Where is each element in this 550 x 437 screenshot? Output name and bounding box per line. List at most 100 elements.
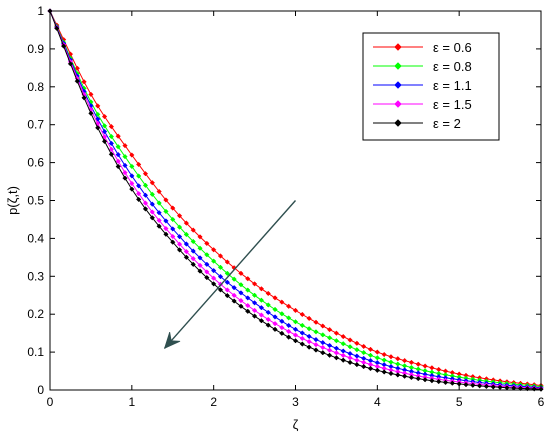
data-point [163,208,169,215]
data-point [245,302,251,309]
data-point [176,233,183,240]
data-point [279,318,285,324]
legend-marker [394,81,402,89]
data-point [272,306,278,313]
data-point [81,79,87,85]
data-point [265,290,271,297]
data-point [190,261,196,267]
y-tick-label: 0.7 [27,118,44,132]
y-tick-label: 0.8 [27,80,44,94]
y-tick-label: 0.3 [27,269,44,283]
data-point [272,295,278,301]
legend-entry: ε = 2 [373,116,461,131]
data-point [231,292,237,299]
data-point [135,190,142,197]
data-point [251,292,258,298]
data-point [251,300,258,306]
x-axis-title: ζ [293,417,299,432]
data-point [170,233,176,240]
data-point [265,322,271,328]
data-point [258,312,265,318]
data-point [170,239,176,245]
legend-label: ε = 2 [433,116,461,131]
data-point [156,223,162,229]
data-point [95,103,101,109]
data-point [265,316,271,323]
data-point [129,163,135,170]
data-point [292,326,299,333]
data-point [197,255,203,261]
data-point [299,335,305,342]
data-point [395,356,401,362]
data-point [251,307,258,314]
data-point [74,78,80,84]
data-point [408,359,415,366]
data-point [490,384,496,390]
series-3 [47,8,544,391]
data-point [292,307,299,314]
data-point [67,61,74,67]
data-point [197,245,203,251]
data-point [183,241,190,247]
data-point [217,273,224,280]
data-point [211,258,217,264]
data-point [149,209,155,215]
series-5 [47,8,544,392]
data-point [238,290,244,296]
data-point [197,268,203,274]
data-point [367,346,374,353]
data-point [306,338,312,345]
trend-arrow [163,200,297,350]
data-point [163,225,169,232]
data-point [476,383,483,389]
data-point [101,138,108,145]
data-point [238,303,244,309]
data-point [170,216,176,223]
data-point [415,375,421,382]
data-point [354,347,360,353]
data-point [258,297,265,303]
data-point [326,352,333,358]
data-point [395,372,401,378]
data-point [333,355,340,361]
data-point [108,146,115,152]
data-point [483,383,490,390]
data-point [224,287,230,293]
data-point [251,313,258,319]
data-point [470,382,476,388]
data-point [320,344,326,351]
data-point [245,276,251,282]
data-point [115,158,121,164]
data-point [74,65,80,71]
data-point [354,340,360,346]
legend-entry: ε = 0.8 [373,59,472,74]
y-tick-label: 1 [37,4,44,18]
data-point [231,298,237,304]
y-tick-label: 0.4 [27,231,44,245]
data-point [436,378,442,385]
data-point [245,295,251,301]
data-point [320,332,326,338]
data-point [204,252,210,258]
data-point [197,234,203,240]
x-tick-label: 3 [292,395,299,409]
data-point [292,319,299,325]
data-point [204,240,210,247]
data-point [60,43,67,49]
data-point [224,270,230,277]
data-point [333,338,340,344]
data-point [211,247,217,253]
data-point [299,341,305,347]
data-point [163,231,169,237]
data-point [286,322,292,329]
data-point [183,220,190,226]
data-point [286,328,292,335]
x-tick-label: 1 [128,395,135,409]
x-tick-label: 6 [538,395,545,409]
legend-label: ε = 0.8 [433,59,472,74]
legend-box [362,32,500,141]
data-point [101,113,108,120]
y-tick-label: 0.6 [27,156,44,170]
data-point [156,188,162,195]
